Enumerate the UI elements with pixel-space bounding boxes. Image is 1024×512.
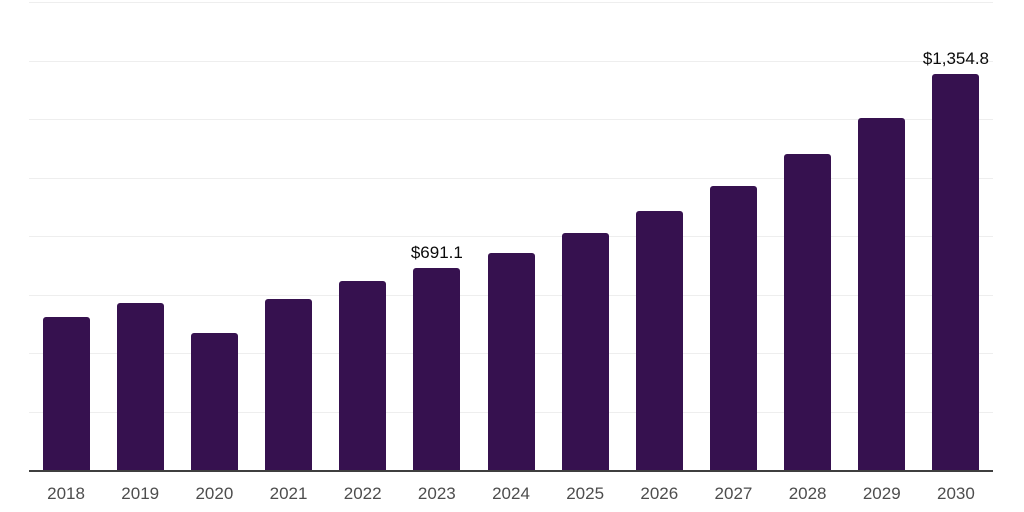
bar-2029 [858, 117, 906, 470]
x-tick-label-2019: 2019 [121, 484, 160, 503]
bar-2020 [190, 333, 238, 470]
bar-2023 [413, 267, 461, 470]
bar-2030 [932, 73, 980, 470]
bar-2022 [339, 281, 387, 470]
gridline-800 [29, 236, 993, 237]
gridline-1200 [29, 119, 993, 120]
x-tick-label-2030: 2030 [937, 484, 975, 503]
gridline-1000 [29, 177, 993, 179]
bar-2025 [561, 232, 609, 470]
plot-area: $691.1 $1,354.8 [29, 2, 993, 472]
x-tick-label-2024: 2024 [492, 484, 530, 503]
x-tick-label-2027: 2027 [714, 484, 753, 503]
x-axis-line [29, 470, 993, 472]
x-tick-label-2020: 2020 [195, 484, 234, 503]
bar-2026 [635, 211, 683, 470]
bar-2018 [42, 316, 90, 470]
bar-2027 [709, 185, 757, 470]
x-tick-label-2025: 2025 [566, 484, 605, 503]
gridline-1600 [29, 2, 993, 3]
bar-2019 [116, 302, 164, 470]
bar-value-label-2023: $691.1 [410, 242, 463, 262]
x-tick-label-2029: 2029 [862, 484, 901, 503]
gridline-1400 [29, 60, 993, 62]
x-tick-label-2021: 2021 [269, 484, 308, 503]
bar-2021 [265, 299, 313, 470]
x-tick-label-2026: 2026 [640, 484, 679, 503]
x-tick-label-2018: 2018 [47, 484, 85, 503]
bar-2028 [784, 154, 832, 470]
x-tick-label-2028: 2028 [788, 484, 827, 503]
bar-2024 [487, 252, 535, 470]
x-tick-label-2022: 2022 [343, 484, 382, 503]
bar-value-label-2030: $1,354.8 [922, 48, 990, 68]
x-tick-label-2023: 2023 [417, 484, 456, 503]
